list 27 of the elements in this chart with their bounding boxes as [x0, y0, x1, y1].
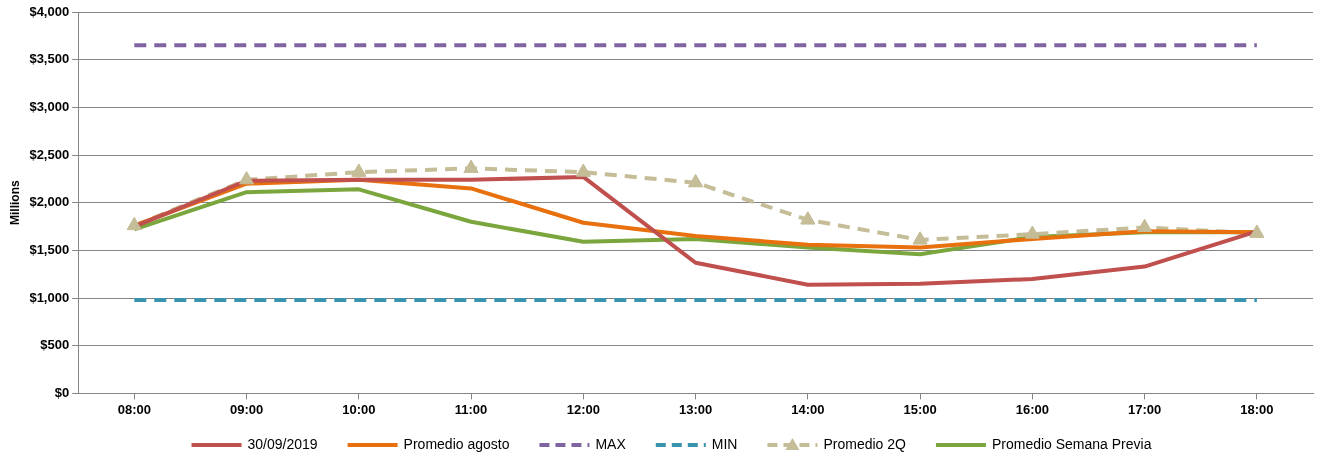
legend-label: 30/09/2019 — [247, 435, 318, 452]
x-tick-label: 18:00 — [1240, 401, 1274, 417]
y-tick-label: $1,500 — [29, 241, 70, 257]
y-tick-label: $3,000 — [29, 98, 70, 114]
x-tick-label: 12:00 — [566, 401, 600, 417]
y-tick-label: $2,500 — [29, 146, 70, 162]
y-tick-label: $4,000 — [29, 3, 70, 19]
x-tick-label: 08:00 — [117, 401, 151, 417]
y-tick-label: $0 — [54, 384, 70, 400]
x-tick-label: 14:00 — [791, 401, 825, 417]
x-tick-label: 11:00 — [454, 401, 488, 417]
y-tick-label: $3,500 — [29, 51, 70, 67]
y-tick-label: $2,000 — [29, 194, 70, 210]
legend-label: Promedio 2Q — [823, 435, 907, 452]
y-tick-label: $500 — [40, 337, 70, 353]
x-tick-label: 16:00 — [1015, 401, 1049, 417]
legend-label: MAX — [595, 435, 627, 452]
x-tick-label: 13:00 — [678, 401, 713, 417]
y-axis-title: Millions — [7, 180, 22, 226]
y-tick-label: $1,000 — [29, 289, 70, 305]
x-tick-label: 10:00 — [342, 401, 376, 417]
legend-label: Promedio Semana Previa — [991, 435, 1152, 452]
legend-label: MIN — [711, 435, 738, 452]
legend-label: Promedio agosto — [403, 435, 510, 452]
x-tick-label: 15:00 — [903, 401, 937, 417]
x-tick-label: 17:00 — [1127, 401, 1162, 417]
x-tick-label: 09:00 — [229, 401, 264, 417]
